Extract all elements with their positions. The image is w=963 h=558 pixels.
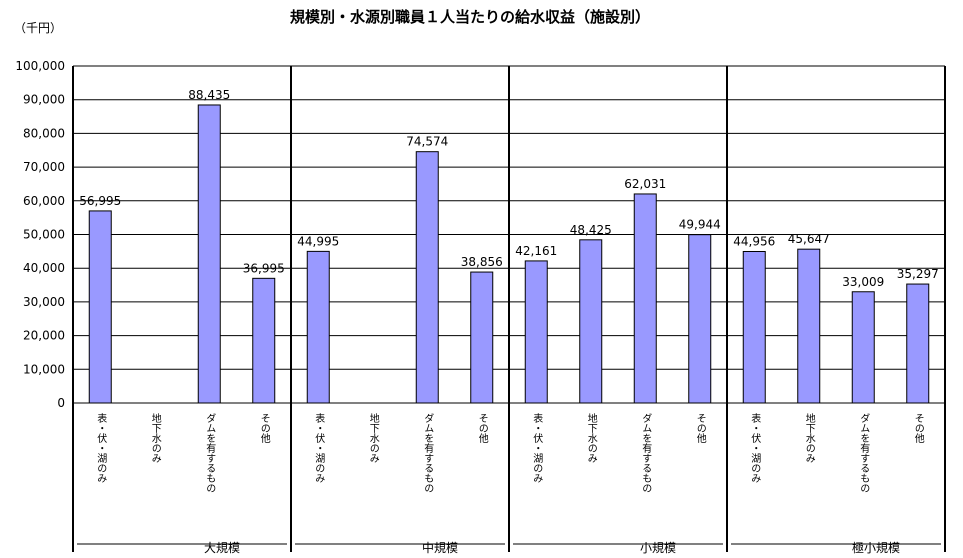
bar [415,151,439,404]
y-tick-label: 90,000 [23,93,65,107]
y-tick-label: 80,000 [23,126,65,140]
group-label: 小規模 [640,540,676,555]
x-category-label: 地下水のみ [149,412,161,463]
data-labels: 56,995 88,435 36,995 44,995 74,574 38,856 42,1… [79,88,939,289]
bar [252,277,276,404]
y-tick-label: 40,000 [23,261,65,275]
x-category-label: その他 [912,413,924,444]
bar [524,260,548,404]
bars [88,104,930,404]
data-label: 74,574 [406,135,448,149]
data-label: 49,944 [679,218,721,232]
x-category-label: 地下水のみ [585,412,597,463]
bar [579,239,603,404]
bar [470,271,494,404]
bar [633,193,657,404]
bar [906,283,930,404]
bar [688,234,712,404]
group-label: 大規模 [204,540,240,555]
x-category-label: 地下水のみ [803,412,815,463]
y-tick-label: 0 [57,396,65,410]
x-category-label: ダムを有するもの [640,413,652,493]
x-category-label: その他 [694,413,706,444]
chart-title: 規模別・水源別職員１人当たりの給水収益（施設別） [290,8,650,26]
x-category-label: 表・伏・湖のみ [313,412,325,483]
y-tick-label: 50,000 [23,228,65,242]
category-labels: 表・伏・湖のみ 地下水のみ ダムを有するもの その他 表・伏・湖のみ 地下水のみ ダムを有す… [95,412,925,493]
x-category-label: ダムを有するもの [858,413,870,493]
data-label: 33,009 [842,275,884,289]
group-label: 中規模 [422,540,458,555]
bar [797,248,821,404]
x-category-label: その他 [476,413,488,444]
x-category-label: 表・伏・湖のみ [749,412,761,483]
data-label: 62,031 [624,177,666,191]
bar [851,291,875,404]
data-label: 36,995 [243,261,285,275]
x-category-label: ダムを有するもの [422,413,434,493]
group-labels: 大規模 中規模 小規模 極小規模 [77,540,941,555]
x-category-label: その他 [258,413,270,444]
x-category-label: 表・伏・湖のみ [531,412,543,483]
data-label: 38,856 [461,255,503,269]
unit-label: （千円） [14,21,62,35]
bar [742,250,766,404]
y-tick-label: 30,000 [23,295,65,309]
y-tick-label: 100,000 [15,59,65,73]
y-tick-label: 70,000 [23,160,65,174]
x-category-label: 表・伏・湖のみ [95,412,107,483]
group-label: 極小規模 [852,540,900,555]
x-category-label: 地下水のみ [367,412,379,463]
data-label: 42,161 [515,244,557,258]
y-tick-label: 10,000 [23,362,65,376]
data-label: 45,647 [788,232,830,246]
bar [197,104,221,404]
y-tick-label: 20,000 [23,329,65,343]
group-separators [72,66,946,552]
data-label: 35,297 [897,267,939,281]
data-label: 56,995 [79,194,121,208]
bar [88,210,112,404]
data-label: 44,995 [297,234,339,248]
y-tick-label: 60,000 [23,194,65,208]
bar [306,250,330,404]
data-label: 44,956 [733,234,775,248]
data-label: 48,425 [570,223,612,237]
data-label: 88,435 [188,88,230,102]
x-category-label: ダムを有するもの [204,413,216,493]
